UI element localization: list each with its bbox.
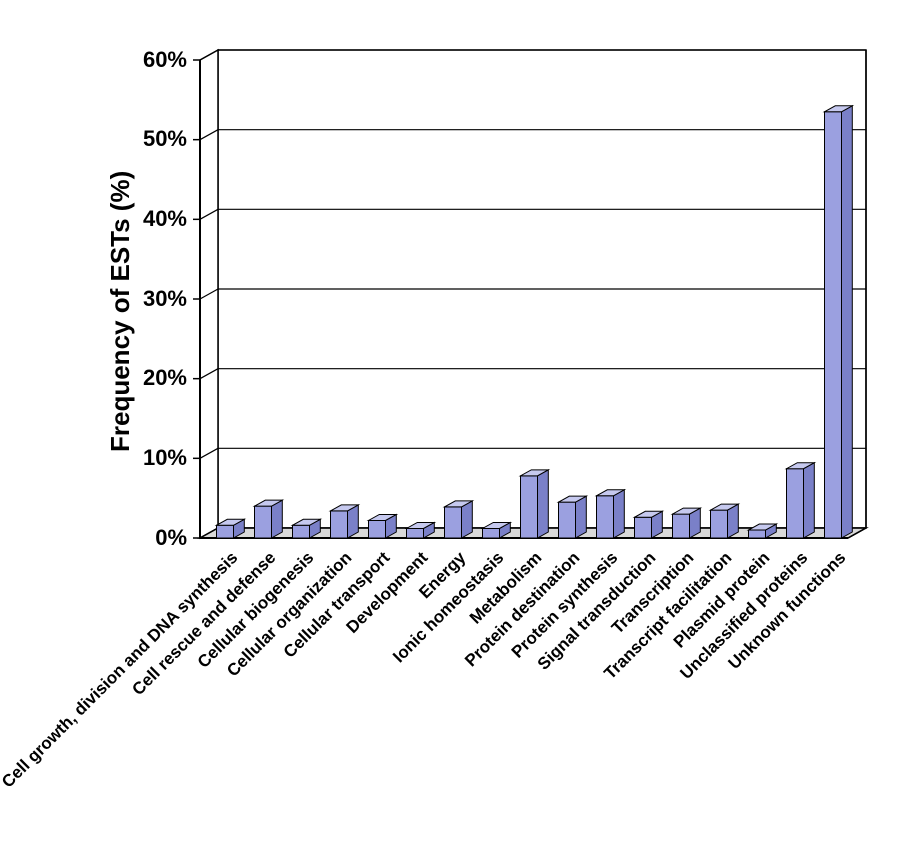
y-tick-label: 10% [125,445,187,471]
y-tick-label: 0% [125,525,187,551]
y-tick-label: 20% [125,365,187,391]
y-tick-label: 30% [125,286,187,312]
y-tick-label: 50% [125,126,187,152]
y-tick-label: 60% [125,47,187,73]
y-tick-label: 40% [125,206,187,232]
est-frequency-chart: Frequency of ESTs (%) 0%10%20%30%40%50%6… [0,0,900,852]
